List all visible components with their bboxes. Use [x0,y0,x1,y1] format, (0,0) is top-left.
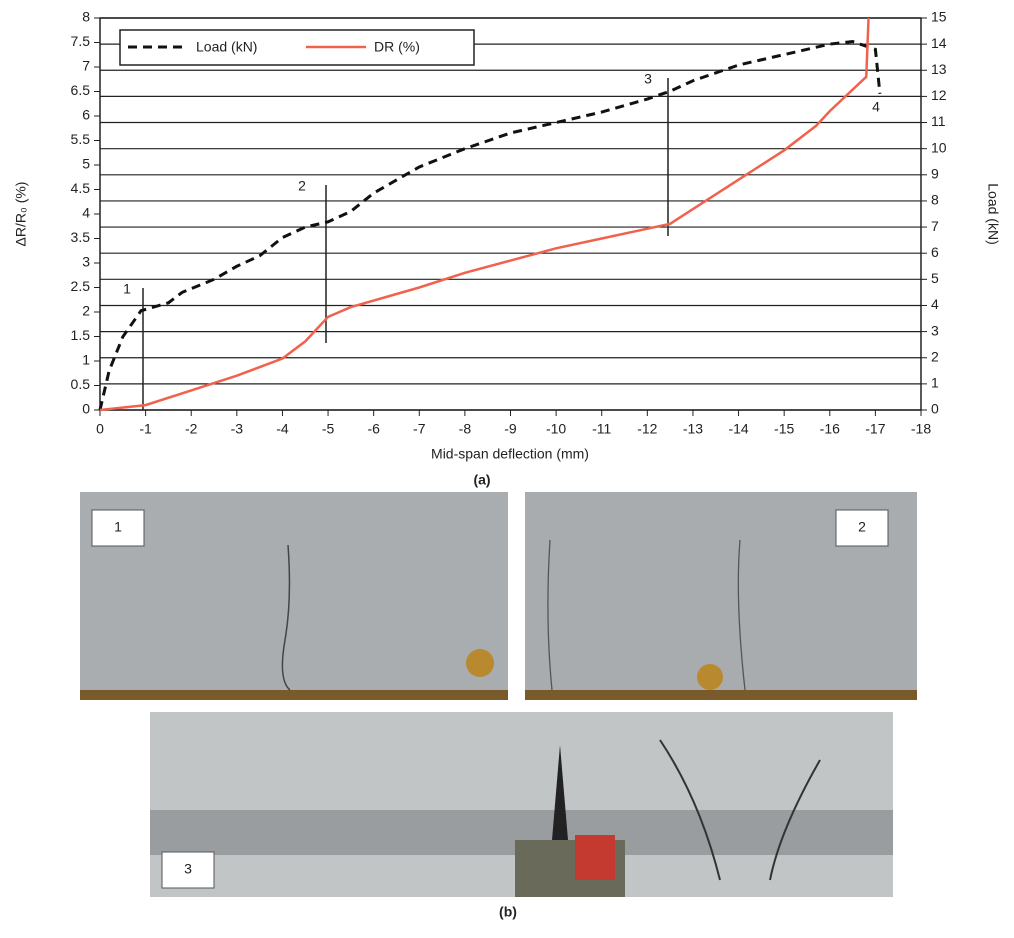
y2-tick-label: 11 [931,113,946,129]
y-tick-label: 0.5 [71,376,91,392]
x-tick-label: -2 [185,421,198,437]
legend-label: Load (kN) [196,39,257,55]
y2-tick-label: 6 [931,244,939,260]
y-axis-label: ΔR/R₀ (%) [13,182,29,247]
y2-tick-label: 7 [931,218,939,234]
y2-tick-label: 1 [931,375,939,391]
caption: (a) [473,472,490,488]
y-tick-label: 0 [82,401,90,417]
photo-label: 1 [114,519,122,535]
y-tick-label: 4 [82,205,90,221]
y2-tick-label: 0 [931,401,939,417]
y2-tick-label: 4 [931,296,939,312]
y-tick-label: 8 [82,9,90,25]
legend-label: DR (%) [374,39,420,55]
y-tick-label: 1 [82,352,90,368]
y2-tick-label: 14 [931,35,947,51]
x-tick-label: -17 [865,421,885,437]
photo-detail [466,649,494,677]
photo-detail [697,664,723,690]
photo-label: 3 [184,861,192,877]
plot-frame [100,18,921,410]
x-tick-label: -16 [820,421,840,437]
x-tick-label: -4 [276,421,289,437]
x-tick-label: -10 [546,421,566,437]
figure: ΔR/R₀ (%) Load (kN) Mid-span deflection … [0,0,1014,933]
caption: (b) [499,904,517,920]
y-tick-label: 1.5 [71,327,91,343]
photo-edge [525,690,917,700]
annotation: 2 [298,178,306,194]
y2-tick-label: 13 [931,61,947,77]
y-tick-label: 4.5 [71,180,91,196]
y2-tick-label: 5 [931,270,939,286]
x-tick-label: -15 [774,421,794,437]
photo-detail [575,835,615,880]
x-axis-label: Mid-span deflection (mm) [431,446,589,462]
annotation: 3 [644,71,652,87]
x-tick-label: -12 [637,421,657,437]
y-tick-label: 5 [82,156,90,172]
x-tick-label: -5 [322,421,335,437]
y2-tick-label: 15 [931,9,947,25]
x-tick-label: 0 [96,421,104,437]
series-line [100,18,869,410]
y-tick-label: 3 [82,254,90,270]
y-tick-label: 6 [82,107,90,123]
photo-label: 2 [858,519,866,535]
y2-tick-label: 8 [931,192,939,208]
x-tick-label: -11 [592,421,611,437]
y-tick-label: 6.5 [71,82,91,98]
y2-axis-label: Load (kN) [985,183,1001,244]
x-tick-label: -3 [231,421,244,437]
annotation: 1 [123,281,131,297]
x-tick-label: -6 [367,421,380,437]
y-tick-label: 2 [82,303,90,319]
x-tick-label: -13 [683,421,703,437]
y-tick-label: 7.5 [71,33,91,49]
y2-tick-label: 2 [931,348,939,364]
y2-tick-label: 12 [931,87,947,103]
y2-tick-label: 9 [931,166,939,182]
y-tick-label: 2.5 [71,278,91,294]
photo-edge [80,690,508,700]
annotation: 4 [872,99,880,115]
y2-tick-label: 3 [931,322,939,338]
y2-tick-label: 10 [931,139,947,155]
x-tick-label: -14 [728,421,748,437]
x-tick-label: -7 [413,421,426,437]
x-tick-label: -18 [911,421,931,437]
x-tick-label: -8 [459,421,472,437]
y-tick-label: 7 [82,58,90,74]
x-tick-label: -9 [504,421,517,437]
x-tick-label: -1 [139,421,152,437]
y-tick-label: 5.5 [71,131,91,147]
annotation-lines [143,78,668,410]
y-tick-label: 3.5 [71,229,91,245]
